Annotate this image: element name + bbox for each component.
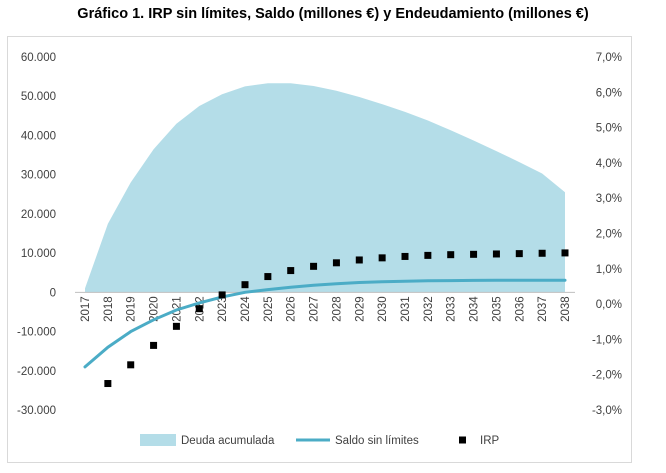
x-tick-label: 2029 (354, 296, 366, 322)
irp-point (401, 252, 409, 260)
y-left-tick-label: 0 (50, 287, 56, 299)
y-right-tick-label: 6,0% (596, 87, 622, 99)
irp-point (172, 322, 180, 330)
legend-label-irp: IRP (480, 435, 500, 447)
irp-point (424, 251, 432, 259)
x-tick-label: 2024 (240, 296, 252, 322)
x-tick-label: 2036 (514, 296, 526, 322)
legend-swatch-deuda (140, 434, 176, 446)
area-deuda-acumulada (85, 83, 565, 293)
x-tick-label: 2030 (377, 296, 389, 322)
x-tick-label: 2032 (423, 296, 435, 322)
x-tick-label: 2034 (469, 296, 481, 322)
y-right-tick-label: 1,0% (596, 264, 622, 276)
x-tick-label: 2027 (309, 296, 321, 322)
y-left-tick-label: -30.000 (17, 405, 56, 417)
y-right-tick-label: 3,0% (596, 193, 622, 205)
y-left-tick-label: 60.000 (21, 52, 56, 64)
y-left-tick-label: 30.000 (21, 170, 56, 182)
irp-point (561, 249, 569, 257)
irp-point (355, 256, 363, 264)
x-tick-label: 2035 (491, 296, 503, 322)
x-tick-label: 2025 (263, 296, 275, 322)
irp-point (538, 249, 546, 257)
line-saldo-sin-limites (83, 278, 567, 369)
y-right-tick-label: -3,0% (592, 405, 622, 417)
y-left-tick-label: -10.000 (17, 327, 56, 339)
chart-title: Gráfico 1. IRP sin límites, Saldo (millo… (77, 6, 589, 22)
legend-label-deuda: Deuda acumulada (181, 435, 275, 447)
irp-point (378, 254, 386, 262)
x-tick-label: 2033 (446, 296, 458, 322)
y-left-tick-label: -20.000 (17, 366, 56, 378)
y-right-tick-label: 5,0% (596, 123, 622, 135)
x-tick-label: 2038 (560, 296, 572, 322)
x-tick-label: 2037 (537, 296, 549, 322)
y-right-tick-label: 0,0% (596, 299, 622, 311)
irp-point (264, 273, 272, 281)
irp-point (310, 262, 318, 270)
irp-point (332, 259, 340, 267)
x-tick-label: 2018 (103, 296, 115, 322)
legend-label-saldo: Saldo sin límites (335, 435, 419, 447)
irp-point (218, 291, 226, 299)
y-left-tick-label: 50.000 (21, 91, 56, 103)
x-tick-label: 2023 (217, 296, 229, 322)
y-left-tick-label: 20.000 (21, 209, 56, 221)
irp-point (287, 267, 295, 275)
y-right-tick-label: -2,0% (592, 370, 622, 382)
x-tick-label: 2026 (286, 296, 298, 322)
irp-point (241, 281, 249, 289)
x-tick-label: 2017 (80, 296, 92, 322)
legend-swatch-irp (459, 436, 466, 444)
y-right-tick-label: 4,0% (596, 158, 622, 170)
x-tick-label: 2031 (400, 296, 412, 322)
irp-point (515, 250, 523, 258)
y-right-tick-label: 2,0% (596, 229, 622, 241)
irp-point (127, 361, 135, 369)
y-left-tick-label: 40.000 (21, 130, 56, 142)
x-tick-label: 2020 (149, 296, 161, 322)
irp-point (150, 341, 158, 349)
x-tick-label: 2028 (331, 296, 343, 322)
irp-point (470, 250, 478, 258)
y-right-tick-label: -1,0% (592, 334, 622, 346)
y-left-tick-label: 10.000 (21, 248, 56, 260)
y-right-tick-label: 7,0% (596, 52, 622, 64)
irp-point (492, 250, 500, 258)
irp-point (104, 380, 112, 388)
irp-point (195, 305, 203, 313)
x-tick-label: 2019 (126, 296, 138, 322)
irp-point (447, 251, 455, 259)
